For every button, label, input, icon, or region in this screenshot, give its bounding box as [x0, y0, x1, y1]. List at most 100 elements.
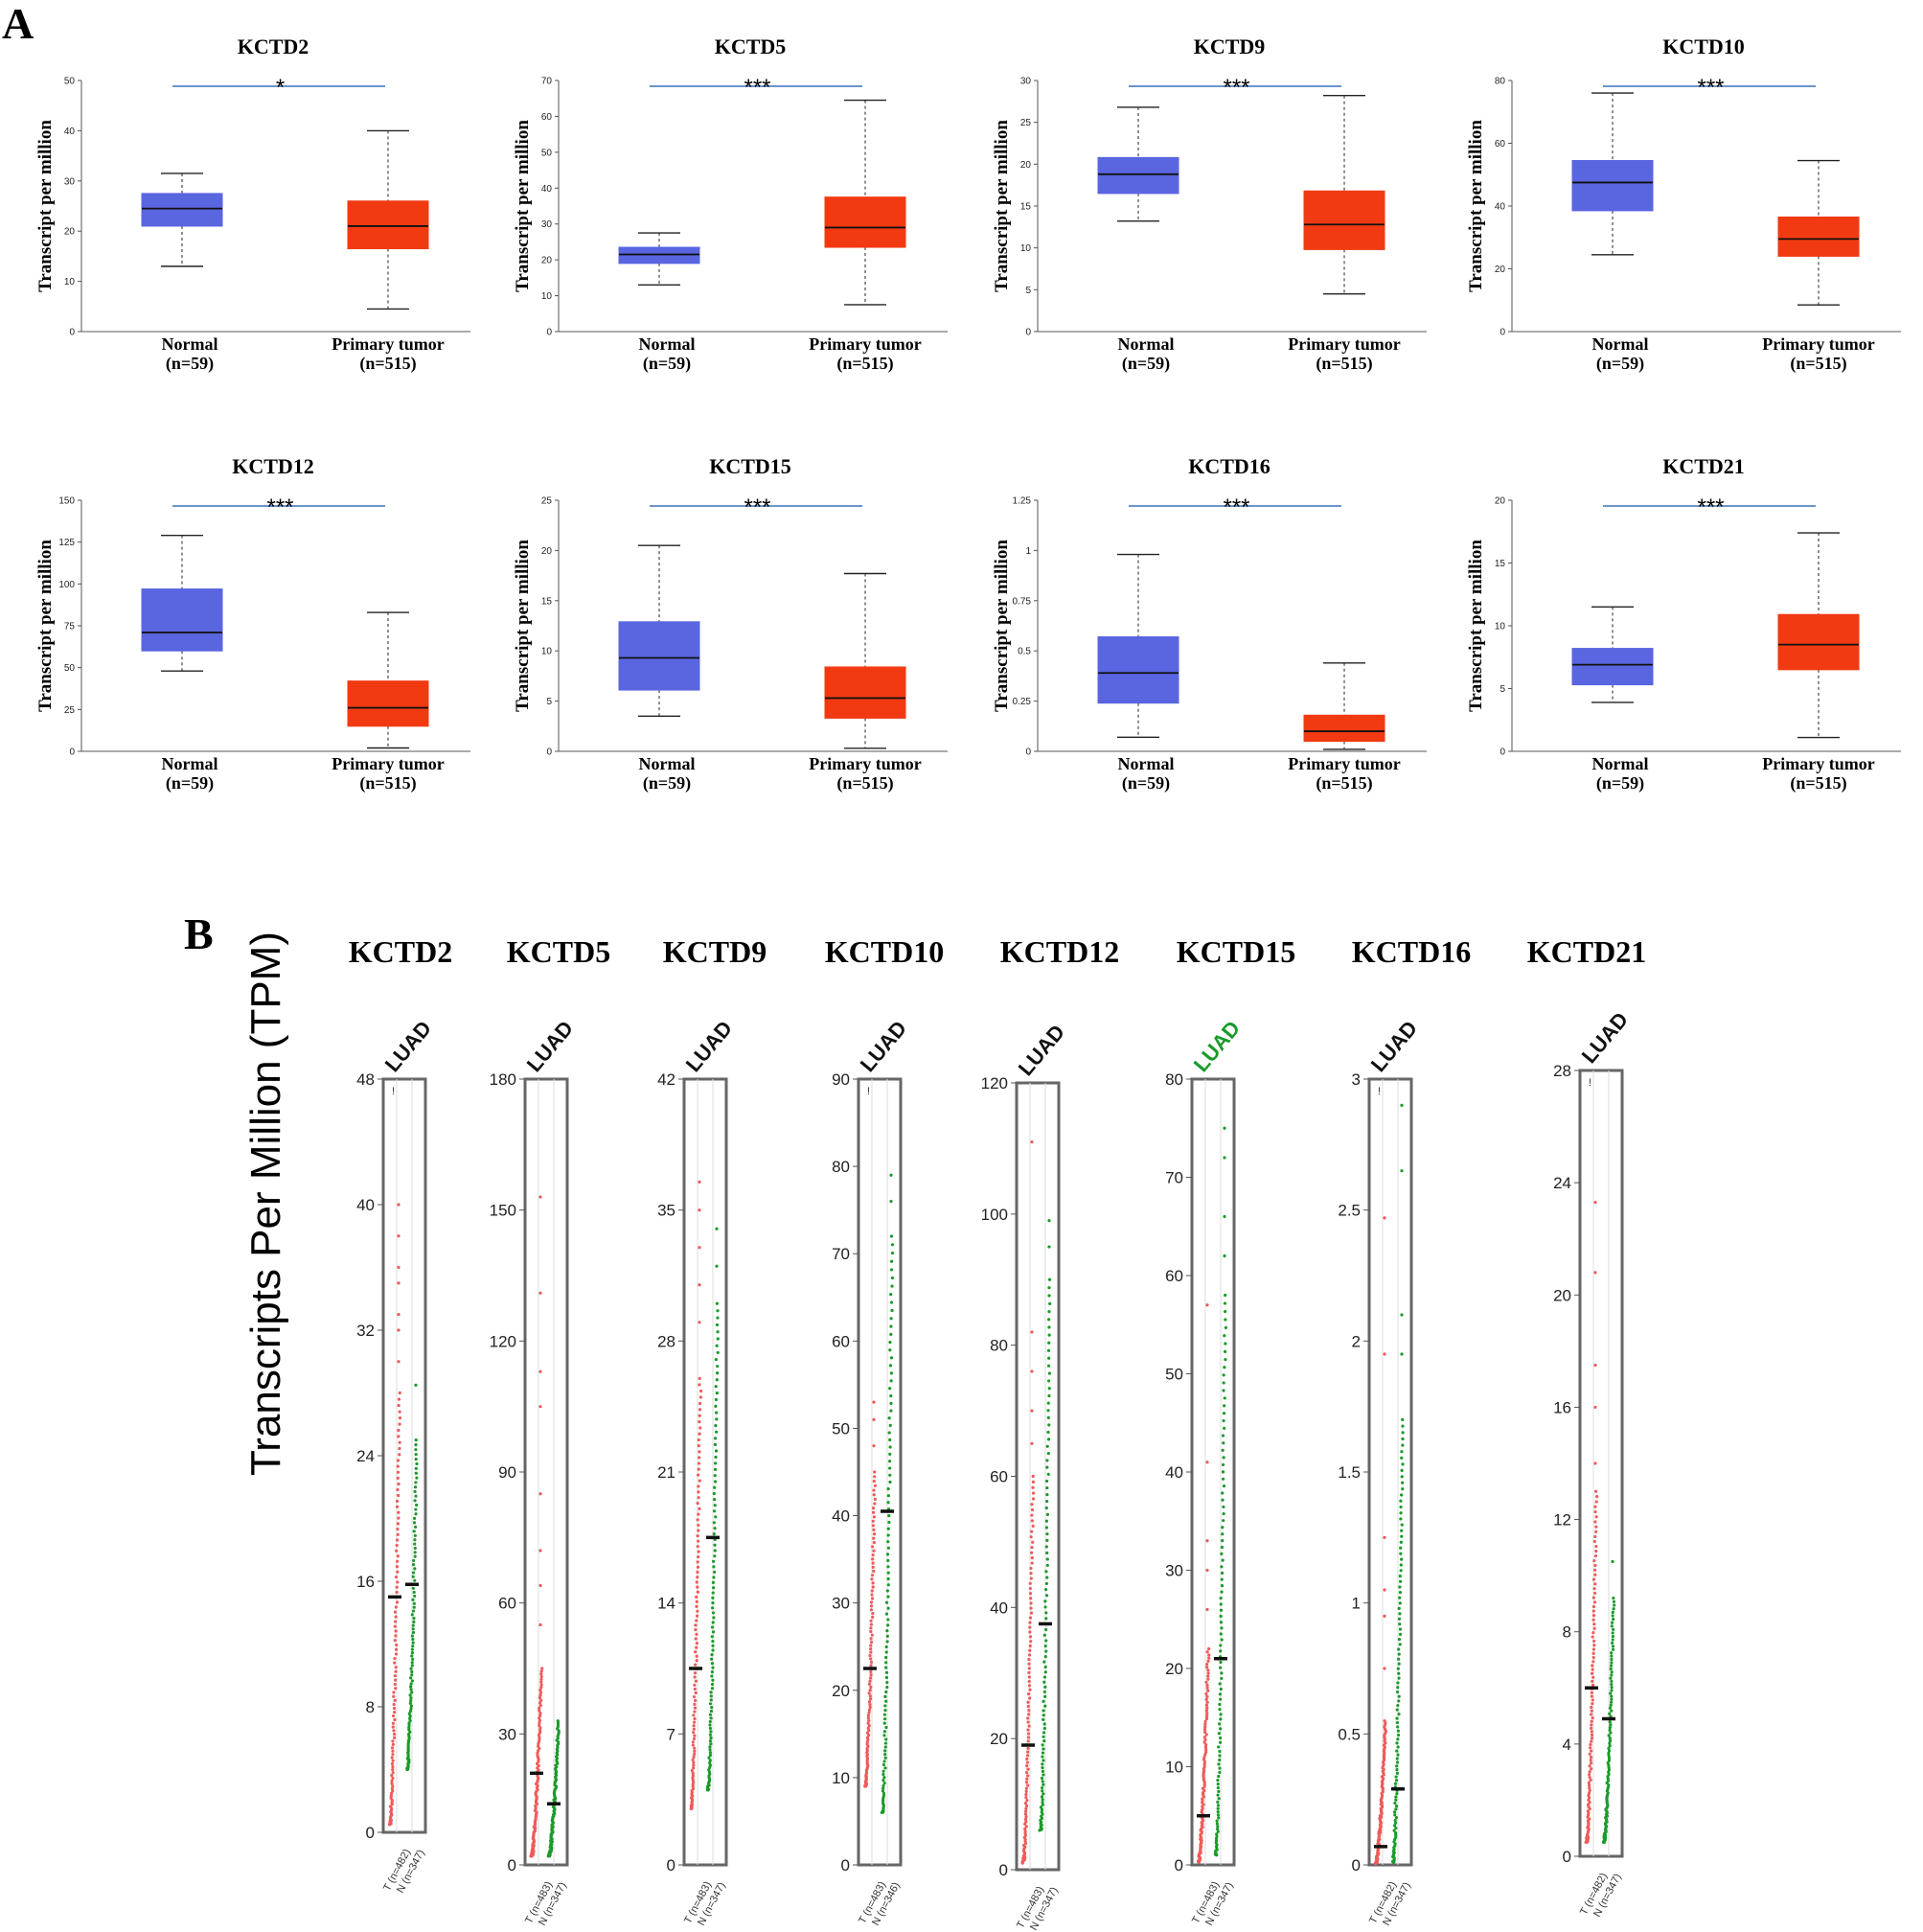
- y-tick-label: 10: [1165, 1759, 1183, 1777]
- tumor-dot: [696, 1501, 699, 1506]
- normal-dot: [1396, 1737, 1400, 1741]
- normal-dot: [881, 1791, 886, 1795]
- tumor-dot: [697, 1550, 700, 1553]
- tumor-dot: [538, 1723, 541, 1727]
- y-tick-label: 60: [541, 112, 553, 123]
- normal-dot: [1219, 1687, 1223, 1691]
- normal-dot: [881, 1769, 885, 1773]
- x-category-label: Normal: [639, 754, 696, 773]
- tumor-outlier-dot: [538, 1405, 542, 1409]
- normal-dot: [1046, 1348, 1051, 1352]
- normal-dot: [888, 1480, 892, 1484]
- tumor-dot: [1588, 1773, 1591, 1777]
- tumor-dot: [869, 1619, 873, 1622]
- tumor-dot: [697, 1490, 700, 1494]
- tumor-dot: [395, 1538, 400, 1542]
- normal-dot: [889, 1259, 894, 1263]
- tumor-dot: [1030, 1551, 1034, 1554]
- tumor-dot: [1203, 1745, 1207, 1749]
- tumor-dot: [693, 1710, 697, 1714]
- normal-dot: [712, 1491, 716, 1496]
- normal-dot: [714, 1397, 719, 1402]
- normal-dot: [1394, 1775, 1398, 1779]
- normal-dot: [413, 1533, 417, 1537]
- y-tick-label: 40: [64, 126, 76, 137]
- normal-dot: [1393, 1835, 1398, 1839]
- normal-dot: [711, 1580, 715, 1584]
- normal-dot: [1041, 1755, 1044, 1759]
- normal-dot: [713, 1504, 717, 1507]
- normal-dot: [1397, 1662, 1401, 1666]
- x-category-n: (n=59): [1596, 354, 1644, 374]
- tumor-dot: [1028, 1630, 1032, 1634]
- normal-dot: [414, 1443, 418, 1447]
- y-axis-label: Transcript per million: [35, 540, 56, 712]
- normal-dot: [886, 1565, 890, 1569]
- tumor-dot: [537, 1739, 541, 1744]
- normal-dot: [1221, 1470, 1225, 1474]
- tumor-dot: [1590, 1739, 1593, 1743]
- tumor-dot: [393, 1710, 397, 1714]
- y-tick-label: 20: [1165, 1660, 1183, 1678]
- y-tick-label: 21: [657, 1463, 675, 1482]
- normal-dot: [884, 1644, 888, 1649]
- normal-dot: [413, 1525, 418, 1529]
- y-tick-label: 0: [546, 748, 552, 758]
- normal-dot: [407, 1723, 411, 1728]
- tumor-dot: [1590, 1726, 1593, 1730]
- tumor-dot: [1202, 1758, 1205, 1761]
- tumor-dot: [537, 1733, 541, 1736]
- tumor-dot: [392, 1736, 397, 1739]
- normal-box: [1571, 160, 1654, 212]
- normal-dot: [1398, 1632, 1403, 1636]
- tumor-dot: [871, 1519, 875, 1523]
- normal-dot: [1042, 1717, 1045, 1721]
- normal-dot: [1041, 1785, 1044, 1790]
- normal-dot: [1608, 1725, 1612, 1730]
- normal-dot: [708, 1765, 712, 1769]
- tumor-dot: [391, 1725, 395, 1729]
- tumor-dot: [1025, 1760, 1029, 1764]
- normal-dot: [710, 1635, 714, 1639]
- normal-dot: [1046, 1364, 1051, 1368]
- tumor-dot: [1594, 1544, 1598, 1549]
- normal-dot: [1400, 1475, 1404, 1479]
- normal-dot: [709, 1716, 713, 1720]
- y-tick-label: 50: [64, 663, 76, 674]
- tumor-dot: [872, 1549, 876, 1552]
- normal-dot: [1216, 1813, 1221, 1817]
- normal-dot: [1607, 1749, 1612, 1753]
- normal-dot: [1398, 1612, 1402, 1616]
- chart-title: KCTD10: [825, 934, 944, 969]
- tumor-dot: [694, 1690, 698, 1695]
- normal-dot: [884, 1666, 888, 1669]
- tumor-dot: [1204, 1709, 1208, 1713]
- normal-dot: [414, 1494, 418, 1498]
- tumor-dot: [695, 1632, 698, 1636]
- normal-dot: [711, 1648, 715, 1652]
- y-tick-label: 0: [1499, 328, 1505, 338]
- tumor-dot: [1027, 1724, 1031, 1728]
- normal-dot: [1041, 1769, 1044, 1773]
- y-tick-label: 0: [508, 1856, 516, 1874]
- tumor-dot: [698, 1479, 701, 1483]
- y-tick-label: 1.5: [1338, 1463, 1361, 1482]
- y-tick-label: 28: [657, 1332, 675, 1350]
- normal-dot: [1047, 1379, 1051, 1383]
- tumor-dot: [1590, 1736, 1594, 1740]
- tumor-dot: [1203, 1719, 1207, 1723]
- tumor-outlier-dot: [1593, 1363, 1597, 1368]
- normal-dot: [712, 1532, 716, 1536]
- tumor-outlier-dot: [1383, 1614, 1386, 1618]
- normal-dot: [413, 1485, 418, 1489]
- chart-title: KCTD9: [663, 934, 767, 969]
- x-category-n: (n=59): [1122, 354, 1170, 374]
- normal-dot: [1400, 1534, 1404, 1538]
- tumor-dot: [873, 1502, 877, 1506]
- normal-dot: [410, 1613, 414, 1617]
- normal-dot: [709, 1730, 713, 1734]
- tumor-dot: [396, 1554, 400, 1558]
- normal-dot: [414, 1503, 419, 1507]
- y-tick-label: 0: [1175, 1856, 1183, 1874]
- y-tick-label: 0: [667, 1856, 675, 1874]
